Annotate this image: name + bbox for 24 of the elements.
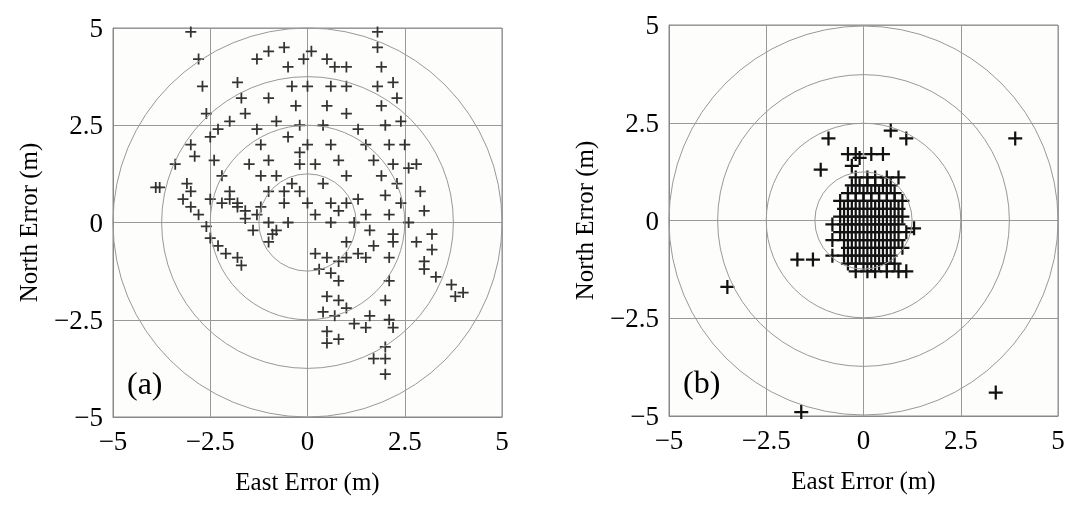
y-tick-label: 0 <box>645 205 659 236</box>
y-axis-title: North Error (m) <box>15 142 43 303</box>
y-tick-label: 2.5 <box>69 110 103 141</box>
x-tick-label: 0 <box>300 425 315 456</box>
annotation: (b) <box>683 364 721 400</box>
y-axis-title: North Error (m) <box>571 140 599 301</box>
x-axis-title: East Error (m) <box>235 468 380 496</box>
x-tick-label: 5 <box>1051 424 1065 455</box>
y-tick-label: −5 <box>74 402 103 432</box>
x-tick-label: −2.5 <box>741 424 791 455</box>
x-tick-label: 0 <box>856 424 871 455</box>
y-tick-label: 5 <box>645 10 659 40</box>
y-tick-label: 2.5 <box>625 107 659 138</box>
x-tick-label: 5 <box>495 425 509 456</box>
x-axis-title: East Error (m) <box>791 467 936 495</box>
x-tick-label: 2.5 <box>943 424 978 455</box>
y-tick-label: −2.5 <box>54 304 103 335</box>
y-tick-label: −5 <box>630 401 659 431</box>
y-tick-label: −2.5 <box>610 303 659 334</box>
x-tick-label: −2.5 <box>185 425 235 456</box>
annotation: (a) <box>127 365 163 401</box>
y-tick-label: 5 <box>89 13 103 43</box>
y-tick-label: 0 <box>89 207 103 238</box>
x-tick-label: 2.5 <box>387 425 422 456</box>
